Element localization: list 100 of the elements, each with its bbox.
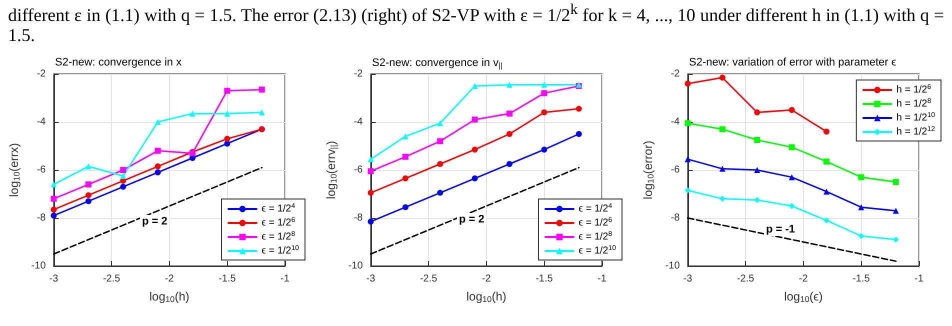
point xyxy=(258,109,265,116)
y-tick-label: -4 xyxy=(36,116,46,128)
x-tick-label: -2 xyxy=(798,274,808,284)
chart-title: S2-new: variation of error with parameter ϵ xyxy=(689,56,896,68)
point xyxy=(120,184,126,190)
point xyxy=(788,174,795,180)
x-tick-label: -1 xyxy=(280,274,290,284)
point xyxy=(754,137,760,143)
y-axis-title: log10(error) xyxy=(641,140,656,200)
y-tick-label: -8 xyxy=(36,212,46,224)
point xyxy=(541,82,548,88)
point xyxy=(120,167,126,173)
point xyxy=(719,126,726,132)
x-tick-label: -3 xyxy=(366,274,376,284)
point xyxy=(684,80,691,87)
point xyxy=(506,131,512,137)
y-tick-label: -4 xyxy=(670,116,680,128)
point xyxy=(824,188,830,195)
annotation: p = 2 xyxy=(459,214,484,226)
point xyxy=(472,175,478,182)
x-axis-title: log10(h) xyxy=(466,289,506,304)
point xyxy=(472,146,478,153)
point xyxy=(50,196,57,202)
x-axis-title: log10(ϵ) xyxy=(784,289,823,304)
point xyxy=(402,133,408,140)
y-tick-label: -6 xyxy=(354,164,364,176)
y-tick-label: -10 xyxy=(348,260,364,272)
point xyxy=(85,163,92,170)
point xyxy=(576,106,582,112)
y-tick-label: -8 xyxy=(670,212,680,224)
point xyxy=(258,86,265,93)
point xyxy=(224,88,230,94)
point xyxy=(368,168,374,174)
point xyxy=(154,119,161,125)
x-tick-label: -3 xyxy=(49,274,59,284)
point xyxy=(85,181,92,188)
x-tick-label: -1 xyxy=(914,274,924,284)
x-tick-label: -2.5 xyxy=(736,274,755,284)
x-tick-label: -1.5 xyxy=(536,274,554,284)
point xyxy=(754,197,760,203)
point xyxy=(858,174,864,180)
y-axis-title: log10(errx) xyxy=(7,143,22,197)
point xyxy=(506,110,512,117)
line-series xyxy=(53,166,263,255)
point xyxy=(824,158,830,165)
point xyxy=(719,166,726,172)
point xyxy=(120,173,126,179)
point xyxy=(402,175,408,182)
point xyxy=(788,107,795,113)
point xyxy=(368,190,374,196)
text: different ε in (1.1) with q = 1.5. The error (2.13) (right) of S2-VP with ε = 1/2$^{k}$ for k = 4, ..., 10 under different h in (1.1) with q = 1.5. xyxy=(8,2,944,45)
point xyxy=(154,169,161,176)
point xyxy=(85,192,92,198)
point xyxy=(541,90,548,96)
point xyxy=(788,203,795,209)
point xyxy=(154,163,161,170)
y-tick-label: -6 xyxy=(670,164,680,176)
chart-title: S2-new: convergence in x xyxy=(55,56,182,68)
point xyxy=(892,179,899,185)
point xyxy=(50,206,57,213)
x-axis-title: log10(h) xyxy=(149,289,190,304)
x-tick-label: -2.5 xyxy=(420,274,438,284)
point xyxy=(858,204,864,210)
point xyxy=(402,154,408,160)
point xyxy=(506,161,512,167)
y-tick-label: -2 xyxy=(670,68,680,80)
point xyxy=(85,198,92,204)
point xyxy=(892,208,899,214)
x-tick-label: -3 xyxy=(683,274,693,284)
annotation: p = -1 xyxy=(766,224,796,236)
point xyxy=(824,217,830,224)
y-tick-label: -2 xyxy=(354,68,364,80)
y-tick-label: -8 xyxy=(354,212,364,224)
point xyxy=(437,161,444,167)
point xyxy=(50,212,57,219)
point xyxy=(154,148,161,154)
point xyxy=(754,109,760,116)
x-tick-label: -1.5 xyxy=(852,274,870,284)
point xyxy=(368,156,374,162)
point xyxy=(576,131,582,137)
y-axis-title: log10(errv||) xyxy=(324,140,338,200)
x-tick-label: -1 xyxy=(598,274,607,284)
point xyxy=(224,136,230,142)
y-tick-label: -10 xyxy=(31,260,46,272)
point xyxy=(402,204,408,210)
point xyxy=(368,218,374,225)
point xyxy=(824,128,830,135)
point xyxy=(858,233,864,239)
point xyxy=(719,74,726,81)
point xyxy=(719,196,726,202)
point xyxy=(684,187,691,194)
point xyxy=(788,144,795,150)
point xyxy=(541,146,548,153)
point xyxy=(190,110,196,117)
x-tick-label: -2 xyxy=(482,274,492,284)
point xyxy=(50,181,57,188)
x-tick-label: -1.5 xyxy=(218,274,236,284)
point xyxy=(472,116,478,123)
point xyxy=(541,109,548,116)
x-tick-label: -2 xyxy=(164,274,174,284)
